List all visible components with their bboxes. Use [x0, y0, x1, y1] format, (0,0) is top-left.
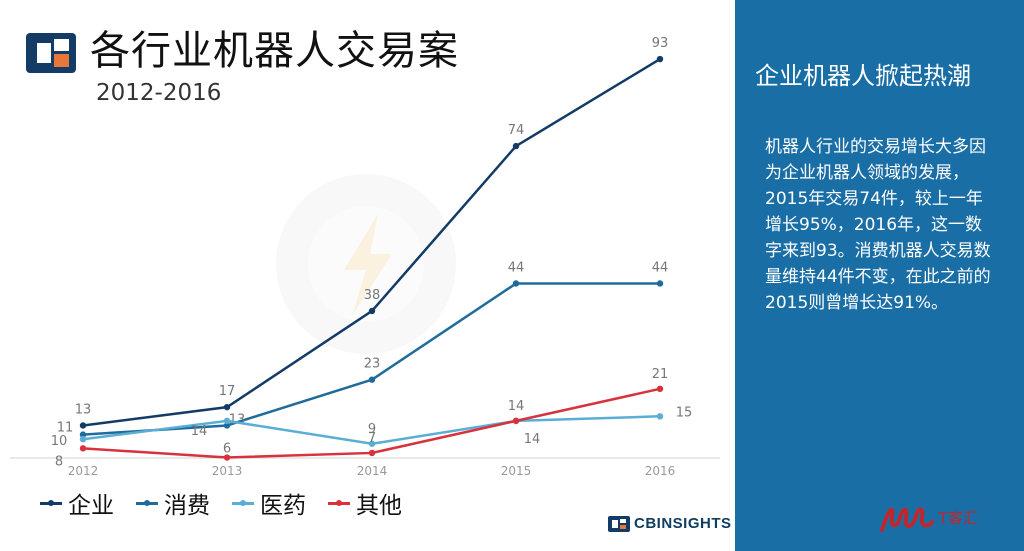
- chart-legend: 企业 消费 医药 其他: [40, 486, 402, 520]
- page-title: 各行业机器人交易案: [90, 28, 459, 74]
- data-label: 14: [508, 399, 525, 414]
- legend-label: 其他: [356, 493, 402, 519]
- cbinsights-logo-icon: [26, 33, 76, 73]
- data-point: [656, 385, 664, 393]
- data-point: [79, 431, 87, 438]
- data-label: 11: [57, 421, 74, 436]
- cbinsights-brand: CBINSIGHTS: [608, 515, 732, 532]
- data-label: 8: [55, 454, 63, 469]
- cbinsights-mini-logo-icon: [608, 515, 630, 532]
- data-label: 17: [219, 384, 236, 399]
- data-label: 15: [676, 405, 693, 420]
- data-label: 93: [652, 36, 669, 51]
- data-label: 44: [652, 260, 669, 275]
- data-label: 9: [368, 422, 376, 437]
- data-point: [223, 403, 231, 411]
- data-label: 14: [524, 432, 541, 447]
- data-point: [223, 417, 231, 425]
- x-tick-label: 2012: [68, 464, 99, 478]
- watermark-emblem: [276, 174, 456, 354]
- watermark-text: T客汇: [938, 508, 979, 527]
- data-point: [368, 440, 376, 447]
- legend-item-yiyao: 医药: [232, 486, 306, 520]
- data-point: [512, 417, 520, 425]
- data-label: 21: [652, 367, 669, 382]
- data-label: 44: [508, 260, 525, 275]
- legend-label: 医药: [260, 493, 306, 519]
- data-point: [512, 280, 520, 287]
- data-point: [223, 422, 231, 429]
- legend-item-qita: 其他: [328, 486, 402, 520]
- legend-item-xiaofei: 消费: [136, 486, 210, 520]
- data-point: [368, 376, 376, 383]
- data-label: 6: [223, 442, 231, 457]
- data-point: [368, 449, 376, 457]
- data-label: 14: [191, 424, 208, 439]
- legend-label: 消费: [164, 493, 210, 519]
- data-label: 23: [364, 357, 381, 372]
- panel-body: 机器人行业的交易增长大多因为企业机器人领域的发展，2015年交易74件，较上一年…: [765, 137, 991, 313]
- panel-title: 企业机器人掀起热潮: [755, 62, 971, 90]
- data-label: 10: [51, 434, 68, 449]
- insight-panel: 企业机器人掀起热潮 机器人行业的交易增长大多因为企业机器人领域的发展，2015年…: [735, 0, 1024, 551]
- x-tick-label: 2014: [357, 464, 388, 478]
- legend-label: 企业: [68, 493, 114, 519]
- x-tick-label: 2016: [645, 464, 676, 478]
- data-label: 38: [364, 288, 381, 303]
- data-label: 7: [368, 431, 376, 446]
- data-point: [656, 413, 664, 420]
- data-point: [656, 280, 664, 287]
- data-label: 74: [508, 123, 525, 138]
- data-label: 13: [75, 402, 92, 417]
- data-label: 13: [229, 412, 246, 427]
- data-point: [79, 445, 87, 452]
- chart-area: 各行业机器人交易案 2012-2016 2012 2013 2014 2015 2016…: [10, 28, 732, 532]
- data-point: [368, 307, 376, 315]
- watermark: T客汇: [878, 500, 978, 534]
- x-tick-label: 2015: [501, 464, 532, 478]
- data-point: [656, 55, 664, 63]
- data-point: [223, 454, 231, 461]
- x-tick-label: 2013: [212, 464, 243, 478]
- legend-item-qiye: 企业: [40, 486, 114, 520]
- data-point: [512, 142, 520, 150]
- page-subtitle: 2012-2016: [96, 80, 222, 106]
- brand-name: CBINSIGHTS: [634, 515, 732, 532]
- data-point: [79, 422, 87, 429]
- data-point: [79, 436, 87, 443]
- watermark-logo-icon: [880, 507, 934, 532]
